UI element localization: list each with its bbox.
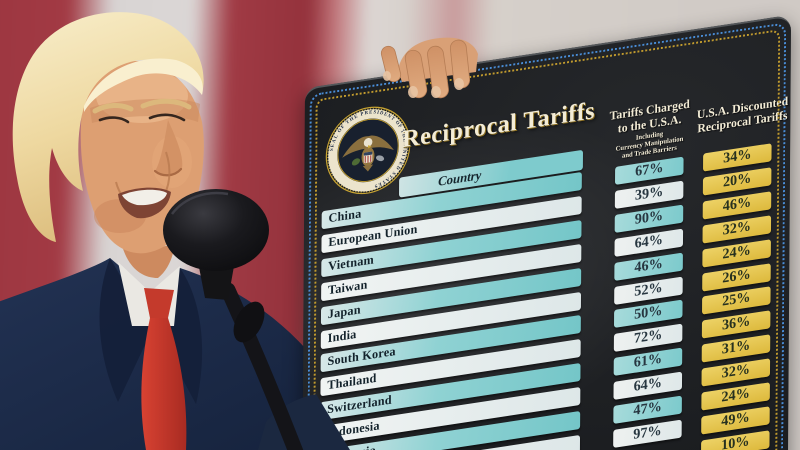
discounted-tariff-cell: 20% — [702, 167, 772, 196]
discounted-tariff-cell: 32% — [702, 214, 772, 244]
charged-tariff-cell: 64% — [613, 371, 683, 401]
charged-tariff-cell: 67% — [614, 156, 684, 185]
charged-tariff-cell: 64% — [614, 228, 684, 257]
eyebrow-right — [140, 98, 192, 110]
eagle-icon — [342, 135, 394, 172]
teeth — [122, 189, 167, 206]
column-header-discounted-tariffs: U.S.A. Discounted Reciprocal Tariffs — [696, 93, 789, 136]
discounted-tariff-cell: 31% — [701, 334, 771, 363]
charged-tariff-cell: 52% — [614, 276, 683, 305]
necktie — [141, 318, 187, 450]
discounted-tariff-cell: 46% — [702, 191, 772, 220]
discounted-tariff-cell: 10% — [701, 430, 770, 450]
board-title: Reciprocal Tariffs — [402, 97, 596, 154]
charged-tariff-cell: 97% — [613, 419, 682, 448]
charged-tariff-cell: 47% — [613, 395, 682, 424]
presidential-seal-icon: SEAL OF THE PRESIDENT OF THE UNITED STAT… — [325, 105, 411, 195]
tariff-board: SEAL OF THE PRESIDENT OF THE UNITED STAT… — [301, 14, 792, 450]
discounted-tariff-cell: 36% — [701, 310, 771, 339]
charged-tariff-cell: 46% — [614, 252, 683, 281]
nostril-shadow — [153, 167, 183, 177]
discounted-tariff-cell: 32% — [701, 358, 771, 387]
discounted-tariff-cell: 24% — [702, 238, 771, 268]
charged-tariff-cell: 50% — [613, 299, 683, 329]
charged-tariff-cell: 90% — [614, 204, 684, 233]
charged-tariff-cell: 39% — [614, 180, 684, 209]
discounted-tariff-cell: 25% — [702, 286, 771, 316]
discounted-tariff-cell: 24% — [701, 382, 770, 411]
discounted-tariff-cell: 34% — [703, 143, 772, 172]
hair — [12, 12, 204, 243]
hair-front-swoop — [84, 58, 203, 112]
discounted-tariff-cell: 26% — [702, 262, 771, 292]
discounted-tariff-cell: 49% — [701, 406, 770, 435]
eye-right — [148, 113, 186, 122]
necktie-knot — [144, 288, 174, 318]
nose — [155, 120, 183, 176]
eye-left — [98, 116, 130, 124]
eyebrow-left — [92, 103, 134, 114]
suit-lapel-left — [99, 258, 152, 402]
charged-tariff-cell: 61% — [613, 347, 683, 377]
charged-tariff-cell: 72% — [613, 323, 683, 353]
